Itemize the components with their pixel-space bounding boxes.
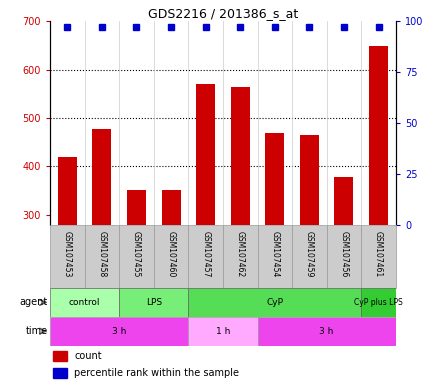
- Text: agent: agent: [20, 297, 48, 308]
- Text: LPS: LPS: [145, 298, 161, 307]
- Text: GSM107461: GSM107461: [373, 231, 382, 277]
- Bar: [257, 225, 292, 288]
- Text: GSM107457: GSM107457: [201, 231, 210, 277]
- Bar: [188, 225, 223, 288]
- Bar: [361, 225, 395, 288]
- Text: 3 h: 3 h: [112, 327, 126, 336]
- Bar: [188, 317, 257, 346]
- Bar: [53, 368, 67, 379]
- Bar: [188, 288, 361, 317]
- Text: 3 h: 3 h: [319, 327, 333, 336]
- Text: GSM107454: GSM107454: [270, 231, 279, 277]
- Bar: [230, 86, 249, 360]
- Bar: [265, 132, 284, 360]
- Bar: [223, 225, 257, 288]
- Bar: [50, 317, 188, 346]
- Bar: [334, 177, 353, 360]
- Text: control: control: [69, 298, 100, 307]
- Bar: [50, 225, 85, 288]
- Bar: [257, 317, 395, 346]
- Bar: [292, 225, 326, 288]
- Text: percentile rank within the sample: percentile rank within the sample: [74, 368, 239, 378]
- Bar: [299, 135, 318, 360]
- Text: 1 h: 1 h: [215, 327, 230, 336]
- Title: GDS2216 / 201386_s_at: GDS2216 / 201386_s_at: [148, 7, 297, 20]
- Bar: [92, 129, 111, 360]
- Bar: [368, 46, 387, 360]
- Bar: [127, 190, 146, 360]
- Bar: [53, 351, 67, 361]
- Text: CyP: CyP: [266, 298, 283, 307]
- Text: GSM107455: GSM107455: [132, 231, 141, 277]
- Bar: [361, 288, 395, 317]
- Bar: [154, 225, 188, 288]
- Bar: [119, 288, 188, 317]
- Bar: [58, 157, 77, 360]
- Bar: [161, 190, 180, 360]
- Text: time: time: [26, 326, 48, 336]
- Text: CyP plus LPS: CyP plus LPS: [353, 298, 402, 307]
- Text: GSM107460: GSM107460: [166, 231, 175, 277]
- Text: GSM107459: GSM107459: [304, 231, 313, 277]
- Bar: [50, 288, 119, 317]
- Bar: [196, 84, 215, 360]
- Text: GSM107458: GSM107458: [97, 231, 106, 277]
- Text: GSM107453: GSM107453: [62, 231, 72, 277]
- Bar: [326, 225, 361, 288]
- Text: GSM107456: GSM107456: [339, 231, 348, 277]
- Text: count: count: [74, 351, 102, 361]
- Bar: [85, 225, 119, 288]
- Bar: [119, 225, 154, 288]
- Text: GSM107462: GSM107462: [235, 231, 244, 277]
